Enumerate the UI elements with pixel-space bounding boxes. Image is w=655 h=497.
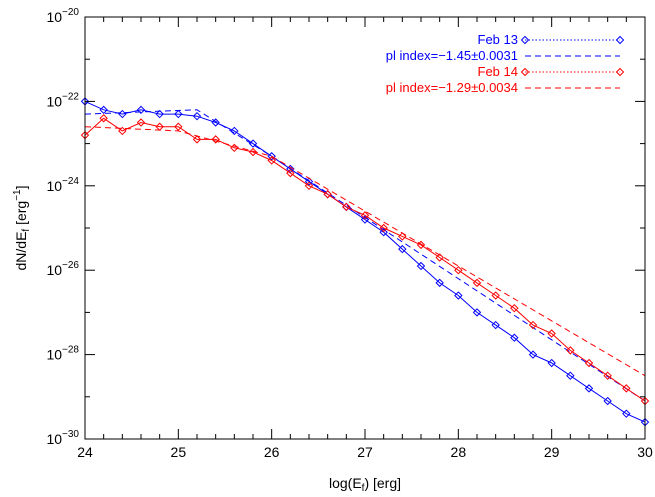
data-point <box>584 384 594 393</box>
data-point <box>360 211 370 220</box>
data-point <box>286 164 295 174</box>
legend-label: Feb 14 <box>478 64 518 79</box>
data-point <box>566 371 575 380</box>
data-point <box>248 139 258 148</box>
data-point <box>416 240 426 250</box>
x-tick-label: 28 <box>451 444 467 460</box>
data-point <box>248 147 258 157</box>
data-point <box>528 350 538 359</box>
y-tick-label: 10−26 <box>46 260 79 278</box>
data-point <box>622 384 631 393</box>
y-tick-label: 10−24 <box>46 176 79 194</box>
data-point <box>230 126 239 136</box>
data-point <box>454 291 463 300</box>
legend-marker <box>520 67 530 77</box>
data-point <box>603 396 612 406</box>
data-point <box>155 109 164 119</box>
ticks-layer: 24 25 26 27 28 29 30 10−20 10−22 10−24 10−26 10−28 1… <box>46 7 653 460</box>
data-point <box>435 253 444 262</box>
series-line-1 <box>84 109 646 402</box>
data-point <box>584 358 594 368</box>
series-line-3 <box>84 126 646 377</box>
x-tick-label: 27 <box>357 444 373 460</box>
data-point <box>416 261 426 271</box>
legend-marker <box>615 35 625 45</box>
data-point <box>286 168 295 178</box>
data-point <box>491 320 500 330</box>
data-point <box>118 126 127 136</box>
y-tick-label: 10−30 <box>46 429 79 447</box>
data-point <box>211 118 220 127</box>
legend-label: pl index=−1.29±0.0034 <box>386 80 518 95</box>
legend-marker <box>615 67 625 77</box>
x-tick-label: 29 <box>544 444 560 460</box>
data-point <box>267 152 276 161</box>
data-point <box>304 181 314 191</box>
data-point <box>472 278 482 288</box>
data-point <box>136 118 146 127</box>
data-point <box>379 228 388 237</box>
data-point <box>603 371 612 380</box>
legend-label: Feb 13 <box>478 32 518 47</box>
data-point <box>211 135 220 144</box>
series-line-0 <box>84 100 646 423</box>
y-tick-label: 10−28 <box>46 345 79 363</box>
data-point <box>398 244 407 254</box>
data-point <box>99 114 108 123</box>
data-point <box>379 223 388 233</box>
data-point <box>510 333 519 342</box>
data-point <box>547 329 556 338</box>
data-point <box>566 346 575 355</box>
data-point <box>454 265 463 275</box>
y-axis-label: dN/dEf [erg−1] <box>12 185 32 270</box>
legend-marker <box>520 35 530 45</box>
x-axis-label: log(Ef) [erg] <box>329 475 401 494</box>
x-tick-label: 30 <box>637 444 653 460</box>
data-point <box>192 111 202 121</box>
data-point <box>267 156 276 165</box>
data-point <box>622 409 631 418</box>
data-point <box>136 105 146 115</box>
data-point <box>398 232 407 241</box>
series-layer <box>80 97 650 427</box>
data-point <box>342 202 351 212</box>
x-tick-label: 24 <box>77 444 93 460</box>
data-point <box>491 291 500 300</box>
data-point <box>174 122 183 131</box>
y-tick-label: 10−22 <box>46 91 79 109</box>
data-point <box>304 177 314 186</box>
x-tick-label: 26 <box>264 444 280 460</box>
data-point <box>435 278 444 288</box>
series-line-2 <box>84 117 646 402</box>
data-point <box>192 135 202 144</box>
legend-label: pl index=−1.45±0.0031 <box>386 48 518 63</box>
data-point <box>528 320 538 330</box>
data-point <box>174 109 183 119</box>
data-point <box>510 303 519 313</box>
y-tick-label: 10−20 <box>46 7 79 25</box>
data-point <box>472 308 482 317</box>
data-point <box>547 358 556 368</box>
data-point <box>99 105 108 115</box>
x-tick-label: 25 <box>171 444 187 460</box>
data-point <box>323 190 332 199</box>
